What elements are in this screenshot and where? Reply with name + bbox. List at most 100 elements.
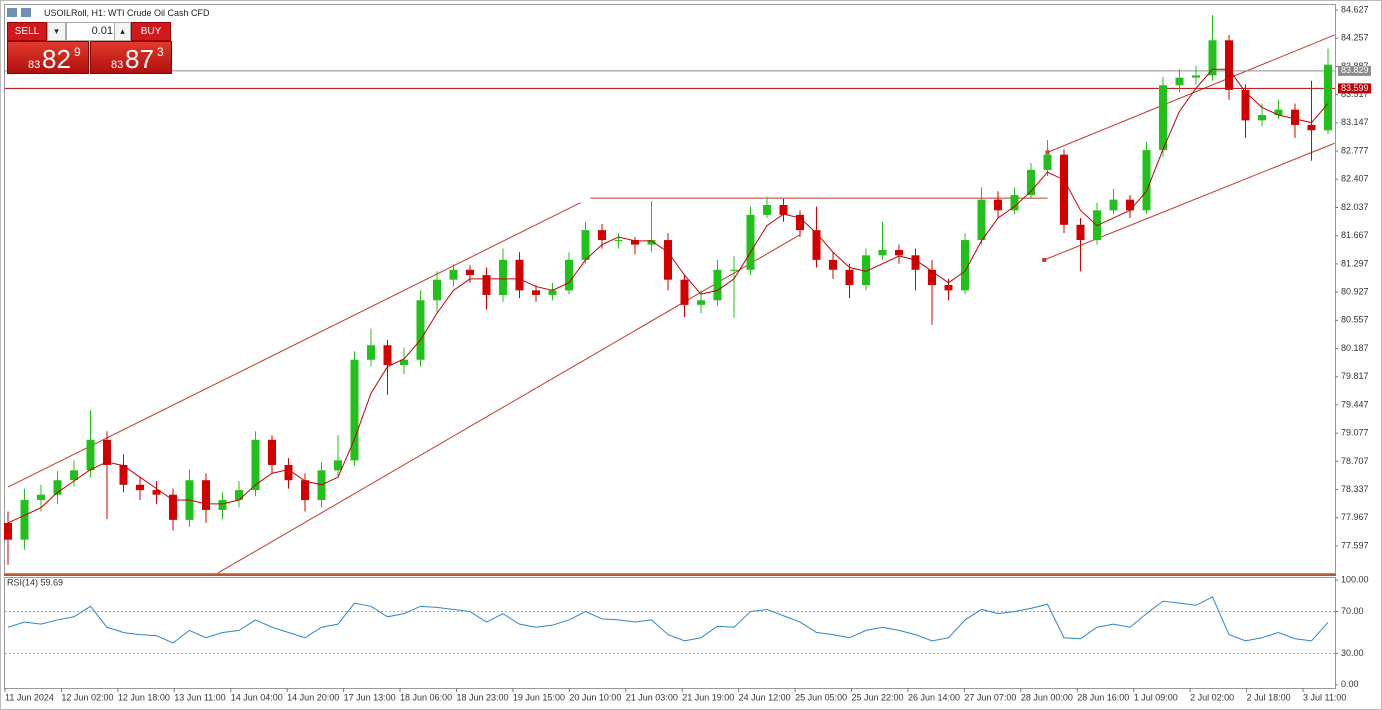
x-tick-label: 13 Jun 11:00 — [174, 692, 225, 702]
x-tick-label: 25 Jun 05:00 — [795, 692, 847, 702]
y-tick-label: 81.297 — [1341, 258, 1369, 268]
candle-body — [268, 439, 276, 465]
trendline — [7, 202, 581, 488]
x-tick-label: 25 Jun 22:00 — [852, 692, 904, 702]
y-tick-label: 80.927 — [1341, 287, 1369, 297]
candle-body — [119, 464, 128, 485]
y-tick-label: 83.517 — [1341, 89, 1369, 99]
x-tick-label: 18 Jun 23:00 — [456, 692, 508, 702]
x-tick-label: 2 Jul 18:00 — [1247, 692, 1291, 702]
x-tick-label: 28 Jun 00:00 — [1021, 692, 1073, 702]
lot-up[interactable]: ▴ — [114, 22, 131, 41]
candle-body — [746, 214, 755, 270]
price-main: 87 — [125, 44, 154, 74]
candle-body — [631, 240, 639, 245]
candle-body — [284, 464, 293, 481]
candle-body — [235, 490, 243, 501]
candle-body — [680, 279, 689, 305]
toolbar-icons[interactable] — [6, 7, 40, 20]
candle-body — [449, 269, 458, 280]
candle-body — [251, 439, 260, 491]
x-tick-label: 14 Jun 20:00 — [287, 692, 339, 702]
y-tick-label: 83.887 — [1341, 61, 1369, 71]
candle-body — [1043, 154, 1052, 170]
x-tick-label: 21 Jun 19:00 — [682, 692, 734, 702]
candle-body — [103, 439, 111, 465]
lot-input[interactable]: 0.01 — [66, 22, 116, 41]
candle-body — [911, 255, 920, 270]
buy-price[interactable]: 83 87 3 — [90, 41, 172, 74]
candle-body — [548, 290, 557, 295]
x-tick-label: 28 Jun 16:00 — [1077, 692, 1129, 702]
y-tick-label: 81.667 — [1341, 230, 1369, 240]
y-tick-label: 82.407 — [1341, 174, 1369, 184]
candle-body — [4, 522, 12, 540]
price-big: 83 — [28, 59, 41, 71]
candle-body — [647, 240, 656, 245]
x-tick-label: 14 Jun 04:00 — [231, 692, 283, 702]
sell-button[interactable]: SELL — [7, 22, 47, 41]
candle-body — [928, 269, 936, 286]
icons[interactable] — [6, 7, 40, 18]
y-tick-label: 70.00 — [1341, 606, 1364, 616]
candle-body — [1010, 195, 1019, 211]
y-tick-label: 79.447 — [1341, 399, 1369, 409]
candle-body — [136, 484, 144, 491]
x-tick-label: 3 Jul 11:00 — [1303, 692, 1346, 702]
y-tick-label: 77.967 — [1341, 512, 1369, 522]
price-pane — [4, 4, 1336, 574]
candle-body — [1159, 85, 1167, 151]
x-tick-label: 27 Jun 07:00 — [964, 692, 1016, 702]
x-tick-label: 24 Jun 12:00 — [739, 692, 791, 702]
price-tag — [1338, 83, 1371, 94]
candle-body — [532, 290, 540, 295]
moving-average — [7, 68, 1329, 524]
candle-body — [961, 240, 969, 291]
y-tick-label: 78.707 — [1341, 456, 1369, 466]
candle-body — [598, 230, 606, 241]
candle-body — [218, 500, 227, 510]
candle-body — [763, 204, 771, 215]
candle-body — [1324, 64, 1332, 131]
candle-body — [1060, 154, 1068, 225]
candle-body — [202, 480, 210, 510]
candle-body — [70, 470, 78, 481]
candle-body — [697, 300, 705, 305]
candle-body — [367, 345, 375, 360]
price-main: 82 — [42, 44, 71, 74]
candle-body — [499, 259, 507, 295]
x-tick-label: 19 Jun 15:00 — [513, 692, 565, 702]
candle-body — [944, 285, 953, 291]
candle-body — [614, 240, 623, 242]
buy-button[interactable]: BUY — [131, 22, 171, 41]
candle-body — [1291, 109, 1299, 125]
lot-down[interactable]: ▾ — [47, 22, 66, 41]
x-tick-label: 12 Jun 02:00 — [61, 692, 113, 702]
y-tick-label: 84.627 — [1341, 4, 1369, 14]
rsi-label: RSI(14) 59.69 — [7, 577, 63, 587]
sell-price[interactable]: 83 82 9 — [7, 41, 89, 74]
candle-body — [1225, 40, 1233, 90]
x-tick-label: 21 Jun 03:00 — [626, 692, 678, 702]
candle-body — [565, 259, 573, 291]
y-tick-label: 0.00 — [1341, 679, 1359, 689]
y-tick-label: 83.147 — [1341, 117, 1369, 127]
x-tick-label: 17 Jun 13:00 — [344, 692, 396, 702]
candle-body — [1126, 199, 1134, 211]
price-tag — [1338, 65, 1371, 76]
x-tick-label: 26 Jun 14:00 — [908, 692, 960, 702]
candle-body — [1076, 224, 1085, 241]
y-tick-label: 77.597 — [1341, 540, 1369, 550]
candle-body — [812, 230, 821, 260]
x-tick-label: 12 Jun 18:00 — [118, 692, 170, 702]
candle-body — [878, 249, 887, 256]
price-tag-label: 83.599 — [1341, 83, 1369, 93]
candle-body — [416, 300, 425, 360]
candle-body — [53, 480, 62, 495]
candle-body — [515, 259, 524, 291]
trendline — [1047, 34, 1335, 153]
candle-body — [1208, 40, 1217, 76]
